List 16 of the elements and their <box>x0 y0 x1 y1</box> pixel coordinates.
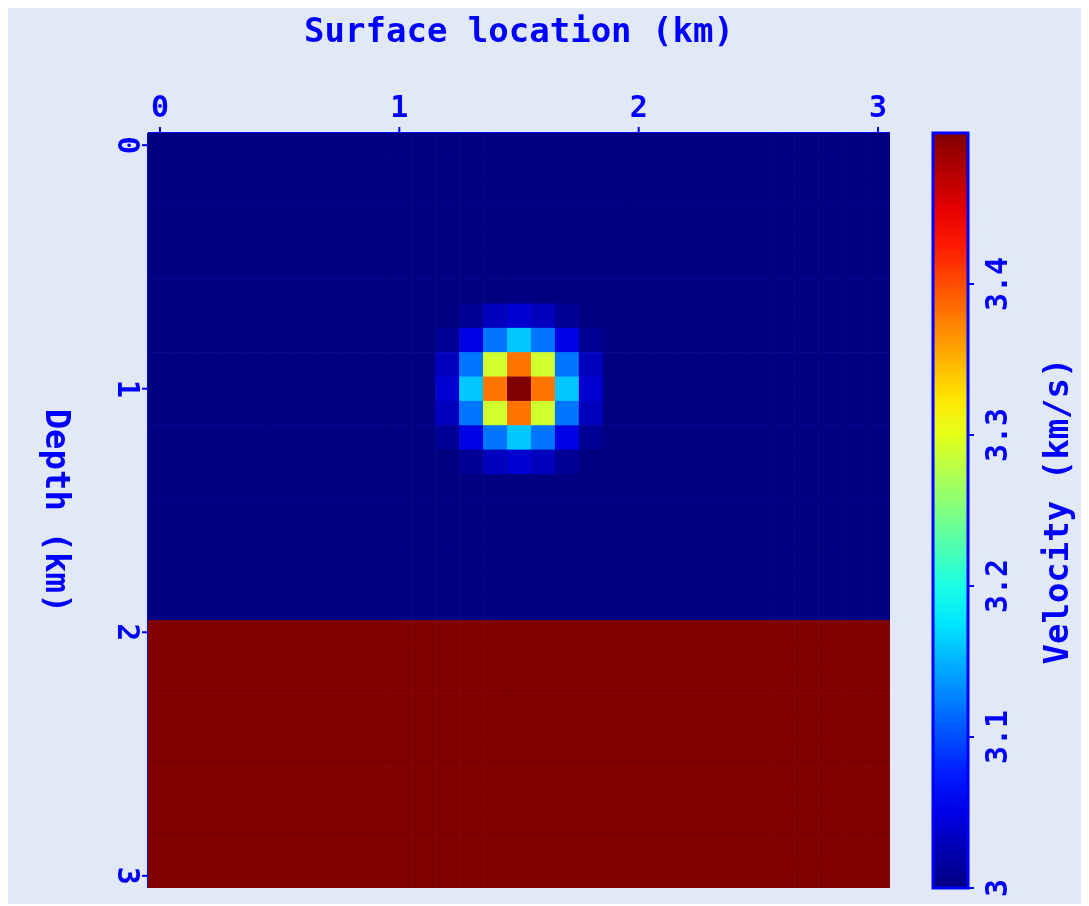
color-bar-title: Velocity (km/s) <box>1036 356 1076 665</box>
x-axis-title: Surface location (km) <box>303 10 735 50</box>
y-tick-label: 2 <box>110 623 146 642</box>
color-bar-label: 3.2 <box>978 558 1014 614</box>
y-tick-label: 1 <box>110 379 146 398</box>
y-tick-label: 3 <box>110 866 146 885</box>
color-bar-label: 3.1 <box>978 709 1014 765</box>
x-tick-label: 1 <box>390 89 409 124</box>
x-tick-label: 3 <box>869 89 888 124</box>
y-tick-label: 0 <box>110 136 146 155</box>
color-bar-label: 3.3 <box>978 407 1014 463</box>
x-tick-label: 0 <box>150 89 169 124</box>
color-bar-label: 3.4 <box>978 256 1014 312</box>
y-axis-title: Depth (km) <box>38 408 78 613</box>
color-bar-label: 3 <box>978 878 1014 898</box>
x-tick-label: 2 <box>629 89 648 124</box>
